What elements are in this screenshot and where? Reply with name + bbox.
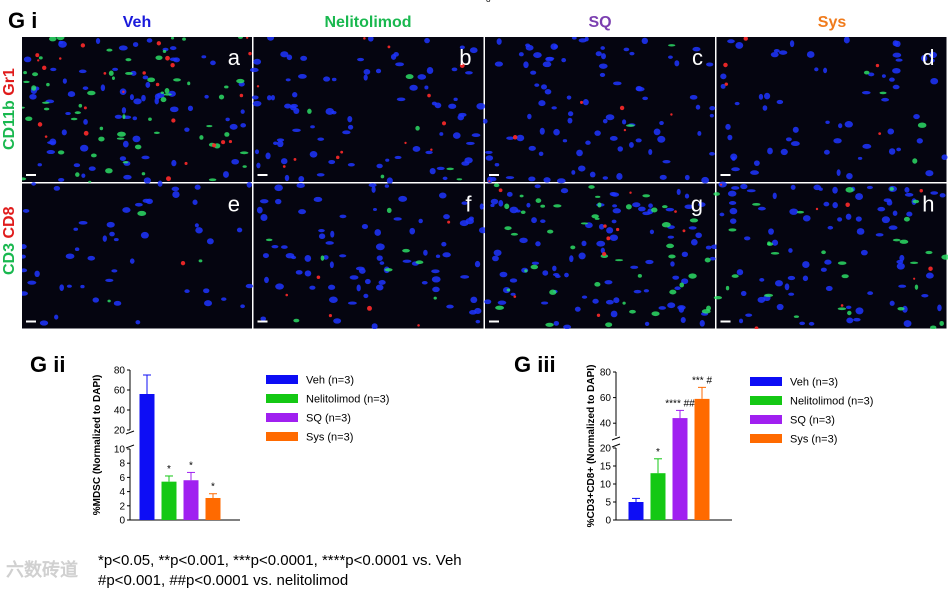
bar-0 <box>628 502 644 520</box>
panel-letter-f: f <box>465 192 472 217</box>
top-mark: ᵒ <box>486 0 491 8</box>
bar-1 <box>650 473 666 520</box>
axis-break-mark <box>611 443 621 448</box>
y-tick-label: 80 <box>114 366 126 377</box>
y-tick-label: 80 <box>600 368 612 379</box>
micro-panel-d: d <box>716 37 948 182</box>
micro-panel-a: a <box>22 37 252 184</box>
bar-1 <box>161 481 177 520</box>
legend-swatch <box>750 377 782 386</box>
bar-2 <box>672 418 688 520</box>
legend-label: SQ (n=3) <box>306 413 351 425</box>
legend-swatch <box>750 396 782 405</box>
significance-label: * <box>167 464 171 475</box>
legend-swatch <box>266 432 298 441</box>
micro-panel-b: b <box>249 37 486 185</box>
footnote-vs-veh: *p<0.05, **p<0.001, ***p<0.0001, ****p<0… <box>98 552 462 569</box>
legend-swatch <box>750 415 782 424</box>
legend-label: Sys (n=3) <box>306 432 353 444</box>
y-tick-label: 40 <box>600 419 612 430</box>
section-title-giii: G iii <box>514 352 556 377</box>
legend-swatch <box>750 434 782 443</box>
panel-letter-g: g <box>691 192 703 217</box>
legend-label: Veh (n=3) <box>790 377 838 389</box>
panel-letter-a: a <box>228 45 241 70</box>
footnote-vs-nelitolimod: #p<0.001, ##p<0.0001 vs. nelitolimod <box>98 572 349 589</box>
bar-3 <box>694 398 710 520</box>
y-tick-label: 15 <box>600 462 612 473</box>
legend-swatch <box>266 375 298 384</box>
axis-break-mark <box>125 430 135 435</box>
significance-label: **** ## <box>665 398 695 409</box>
chart-mdsc: 0 2 4 6 8 10 20 40 60 80 %MDSC (Normalized to DAPI… <box>92 366 389 527</box>
y-tick-label: 5 <box>605 498 611 509</box>
column-header-sq: SQ <box>588 14 612 31</box>
y-tick-label: 0 <box>119 516 125 527</box>
bar-0 <box>139 394 155 520</box>
y-tick-label: 6 <box>119 473 125 484</box>
y-tick-label: 40 <box>114 406 126 417</box>
legend-swatch <box>266 394 298 403</box>
micro-panel-h: h <box>713 181 948 329</box>
row-label-1: CD11b Gr1 <box>1 68 18 150</box>
y-tick-label: 8 <box>119 459 125 470</box>
axis-break-mark <box>611 436 621 441</box>
y-tick-label: 4 <box>119 487 125 498</box>
y-tick-label: 20 <box>114 426 126 437</box>
y-axis-label: %MDSC (Normalized to DAPI) <box>92 375 103 516</box>
y-tick-label: 60 <box>600 393 612 404</box>
section-title-gii: G ii <box>30 352 66 377</box>
panel-letter-b: b <box>459 45 471 70</box>
panel-letter-c: c <box>692 45 703 70</box>
y-tick-label: 60 <box>114 386 126 397</box>
y-tick-label: 10 <box>600 480 612 491</box>
panel-letter-e: e <box>228 192 240 217</box>
micro-panel-f: f <box>253 182 487 329</box>
section-title-gi: G i <box>8 8 38 33</box>
legend-label: Nelitolimod (n=3) <box>306 394 389 406</box>
y-axis-label: %CD3+CD8+ (Normalized to DAPI) <box>586 365 597 528</box>
bar-3 <box>205 497 221 520</box>
chart-cd3-cd8: 0 5 10 15 20 40 60 80%CD3+CD8+ (Normalized to D… <box>586 365 873 528</box>
significance-label: * <box>189 460 193 471</box>
watermark: 六数砖道 <box>6 560 78 580</box>
legend-label: Nelitolimod (n=3) <box>790 396 873 408</box>
y-tick-label: 10 <box>114 445 126 456</box>
y-tick-label: 0 <box>605 516 611 527</box>
column-header-nelitolimod: Nelitolimod <box>324 14 412 31</box>
axis-break-mark <box>125 444 135 449</box>
significance-label: * <box>211 482 215 493</box>
microscopy-grid: a b c d e f g h <box>22 37 948 329</box>
panel-letter-d: d <box>922 45 934 70</box>
micro-panel-e: e <box>22 180 254 329</box>
legend-label: SQ (n=3) <box>790 415 835 427</box>
bar-2 <box>183 480 199 520</box>
panel-letter-h: h <box>922 192 934 217</box>
legend-label: Sys (n=3) <box>790 434 837 446</box>
column-header-veh: Veh <box>122 14 152 31</box>
y-tick-label: 20 <box>600 444 612 455</box>
micro-panel-g: g <box>484 183 719 329</box>
y-tick-label: 2 <box>119 501 125 512</box>
significance-label: *** # <box>692 375 712 386</box>
micro-panel-c: c <box>482 37 716 184</box>
legend-swatch <box>266 413 298 422</box>
column-header-sys: Sys <box>817 14 847 31</box>
legend-label: Veh (n=3) <box>306 375 354 387</box>
row-label-2: CD3 CD8 <box>1 206 18 275</box>
significance-label: * <box>656 447 660 458</box>
